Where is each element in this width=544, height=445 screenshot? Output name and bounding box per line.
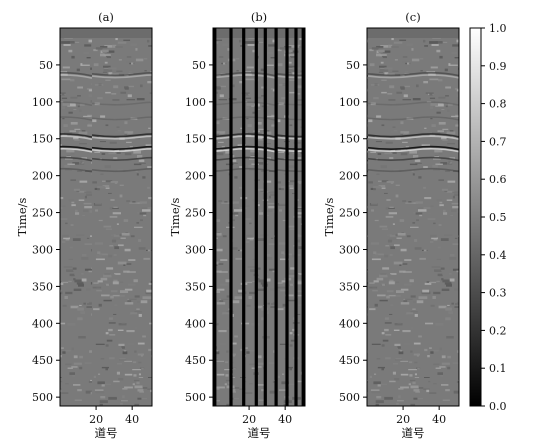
y-tick-label: 100 [32,96,53,109]
panel-3: 50 100 150 200 250 300 350 400 450 500 20 40 (c) 道号 Ti… [322,10,460,440]
colorbar-tick-label: 1.0 [489,22,507,35]
panel-1: 50 100 150 200 250 300 350 400 450 500 20 40 (a) 道号 Ti… [15,10,153,440]
missing-trace-10 [229,28,233,406]
x-axis-label: 道号 [402,426,425,440]
x-tick-label: 20 [242,413,256,426]
missing-trace-29 [263,28,267,406]
colorbar: 0.0 0.1 0.2 0.3 0.4 0.5 0.6 0.7 0.8 0.9 1.0 [469,22,507,413]
axes-frame [212,27,306,407]
y-tick-label: 400 [32,317,53,330]
seismic-image [60,28,152,406]
axes-frame [59,27,153,407]
y-tick-label: 450 [185,354,206,367]
colorbar-tick-label: 0.6 [489,173,507,186]
seismic-image [213,28,305,406]
y-tick-label: 350 [32,280,53,293]
colorbar-tick-label: 0.8 [489,98,507,111]
missing-trace-17 [242,28,246,406]
y-tick-label: 300 [32,243,53,256]
y-tick-label: 200 [339,170,360,183]
x-tick-label: 40 [278,413,292,426]
y-tick-label: 400 [185,317,206,330]
y-axis-label: Time/s [15,197,29,236]
colorbar-tick-label: 0.9 [489,60,507,73]
y-tick-label: 450 [32,354,53,367]
y-tick-label: 100 [185,96,206,109]
colorbar-tick-label: 0.7 [489,135,507,148]
y-tick-label: 150 [32,133,53,146]
panel-label: (c) [405,10,420,24]
y-tick-label: 200 [32,170,53,183]
colorbar-tick-label: 0.0 [489,400,507,413]
colorbar-tick-label: 0.5 [489,211,507,224]
colorbar-tick-label: 0.4 [489,249,507,262]
y-tick-label: 100 [339,96,360,109]
y-tick-label: 150 [185,133,206,146]
panel-label: (a) [98,10,114,24]
x-axis-label: 道号 [95,426,118,440]
y-tick-label: 250 [339,207,360,220]
colorbar-gradient [469,27,482,407]
colorbar-tick-label: 0.1 [489,362,507,375]
colorbar-tick-label: 0.2 [489,324,507,337]
panel-label: (b) [251,10,267,24]
y-tick-label: 500 [185,391,206,404]
x-tick-label: 40 [125,413,139,426]
missing-trace-46 [294,28,298,406]
y-tick-label: 300 [185,243,206,256]
top-pad [213,28,305,38]
y-tick-label: 50 [192,59,206,72]
y-tick-label: 50 [39,59,53,72]
missing-trace-1 [213,28,217,406]
seismic-image [367,28,459,406]
y-tick-label: 500 [32,391,53,404]
figure-layer: 50 100 150 200 250 300 350 400 450 500 20 40 (a) 道号 Ti… [15,10,507,440]
x-tick-label: 40 [432,413,446,426]
y-tick-label: 450 [339,354,360,367]
missing-trace-50 [301,28,305,406]
x-tick-label: 20 [396,413,410,426]
y-tick-label: 500 [339,391,360,404]
y-axis-label: Time/s [168,197,182,236]
axes-frame [366,27,460,407]
top-pad [60,28,152,38]
y-tick-label: 400 [339,317,360,330]
missing-trace-24 [254,28,258,406]
x-tick-label: 20 [89,413,103,426]
y-tick-label: 350 [185,280,206,293]
y-tick-label: 350 [339,280,360,293]
colorbar-tick-label: 0.3 [489,287,507,300]
panel-2: 50 100 150 200 250 300 350 400 450 500 20 40 (b) 道号 Ti… [168,10,306,440]
y-tick-label: 150 [339,133,360,146]
y-tick-label: 50 [346,59,360,72]
missing-trace-35 [274,28,278,406]
x-axis-label: 道号 [248,426,271,440]
y-tick-label: 300 [339,243,360,256]
y-tick-label: 250 [185,207,206,220]
y-tick-label: 250 [32,207,53,220]
top-pad [367,28,459,38]
y-tick-label: 200 [185,170,206,183]
y-axis-label: Time/s [322,197,336,236]
missing-trace-41 [285,28,289,406]
